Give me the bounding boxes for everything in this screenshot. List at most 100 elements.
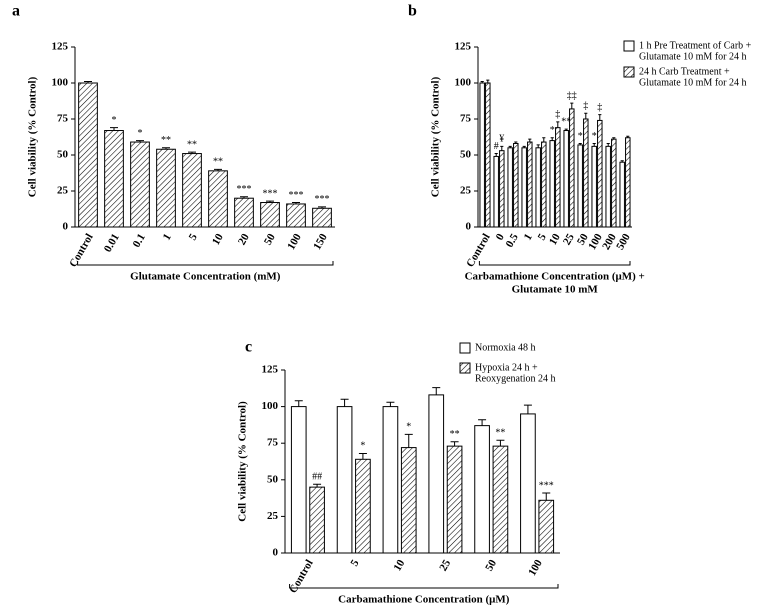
x-tick-label: 150 [311, 231, 330, 252]
panel-label: b [408, 3, 417, 20]
x-tick-label: 0.01 [102, 232, 122, 255]
bar [619, 161, 625, 228]
bar [104, 130, 124, 228]
error-bar [508, 145, 512, 148]
error-bar [136, 140, 144, 143]
significance-label: ** [561, 116, 571, 127]
y-tick-label: 125 [455, 41, 472, 53]
error-bar [500, 145, 504, 151]
x-tick-label: 50 [262, 231, 278, 247]
bar [549, 140, 555, 228]
error-bar [450, 441, 459, 447]
bar [538, 499, 555, 554]
error-bar [494, 153, 498, 157]
bar [577, 144, 583, 228]
legend-label: Normoxia 48 h [475, 342, 536, 353]
significance-label: ¥ [499, 134, 504, 145]
bar [569, 108, 575, 228]
error-bar [84, 81, 92, 83]
x-tick-label: 5 [536, 231, 549, 242]
bar [355, 458, 371, 554]
bar [479, 82, 485, 228]
error-bar [340, 398, 349, 407]
y-tick-label: 50 [267, 473, 279, 485]
significance-label: ‡ [555, 109, 560, 120]
significance-label: * [550, 125, 555, 136]
y-tick-label: 0 [273, 547, 279, 559]
error-bar [542, 137, 546, 143]
error-bar [214, 168, 222, 171]
legend-label: Glutamate 10 mM for 24 h [639, 77, 746, 88]
error-bar [478, 419, 487, 426]
significance-label: *** [315, 194, 330, 205]
x-tick-label: 5 [187, 231, 200, 242]
error-bar [584, 112, 588, 119]
error-bar [292, 202, 300, 204]
x-tick-label: 10 [547, 231, 563, 247]
x-axis-label: Carbamathione Concentration (μM) + [465, 271, 645, 283]
x-tick-label: 5 [348, 557, 361, 568]
bar [521, 147, 527, 228]
y-axis-label: Cell viability (% Control) [237, 401, 249, 522]
significance-label: ‡ [583, 101, 588, 112]
error-bar [318, 206, 326, 209]
significance-label: ** [187, 139, 197, 150]
significance-label: * [578, 131, 583, 142]
bar [400, 447, 417, 554]
y-tick-label: 50 [460, 149, 472, 161]
error-bar [266, 200, 274, 203]
significance-label: ** [495, 428, 505, 439]
significance-label: * [592, 131, 597, 142]
error-bar [486, 79, 490, 83]
y-tick-label: 0 [466, 221, 472, 233]
y-tick-label: 25 [267, 510, 279, 522]
bar [290, 406, 307, 554]
significance-label: * [360, 441, 365, 452]
bar [513, 142, 519, 228]
y-tick-label: 100 [262, 400, 279, 412]
error-bar [626, 135, 630, 138]
y-tick-label: 25 [57, 185, 69, 197]
significance-label: * [138, 128, 143, 139]
error-bar [550, 137, 554, 141]
legend-label: Glutamate 10 mM for 24 h [639, 51, 746, 62]
significance-label: ** [213, 157, 223, 168]
bar [625, 137, 631, 228]
x-tick-label: Control [464, 232, 493, 270]
error-bar [612, 137, 616, 140]
bar [591, 145, 597, 228]
bar [474, 425, 490, 554]
bar [130, 141, 150, 228]
bar [611, 138, 617, 228]
error-bar [598, 114, 602, 121]
error-bar [523, 404, 532, 414]
panel-label: a [12, 3, 20, 20]
y-tick-label: 100 [455, 77, 472, 89]
bar [260, 202, 280, 228]
x-tick-label: 1 [522, 232, 535, 243]
bar [597, 119, 603, 228]
bar [520, 413, 536, 554]
error-bar [522, 145, 526, 148]
error-bar [358, 452, 367, 460]
y-tick-label: 125 [52, 41, 69, 53]
y-tick-label: 75 [267, 437, 279, 449]
bar [563, 130, 569, 228]
bar [605, 145, 611, 228]
legend-label: 24 h Carb Treatment + [639, 66, 730, 77]
error-bar [542, 492, 551, 501]
y-tick-label: 25 [460, 185, 472, 197]
bracket [478, 261, 631, 266]
significance-label: * [112, 115, 117, 126]
error-bar [556, 121, 560, 128]
significance-label: ‡‡ [567, 90, 577, 101]
error-bar [528, 138, 532, 143]
x-tick-label: 0 [494, 231, 507, 242]
x-tick-label: 50 [483, 557, 499, 573]
error-bar [432, 387, 441, 395]
bar [493, 155, 499, 228]
significance-label: *** [263, 188, 278, 199]
bar [309, 486, 325, 554]
y-tick-label: 75 [460, 113, 472, 125]
y-tick-label: 50 [57, 149, 69, 161]
